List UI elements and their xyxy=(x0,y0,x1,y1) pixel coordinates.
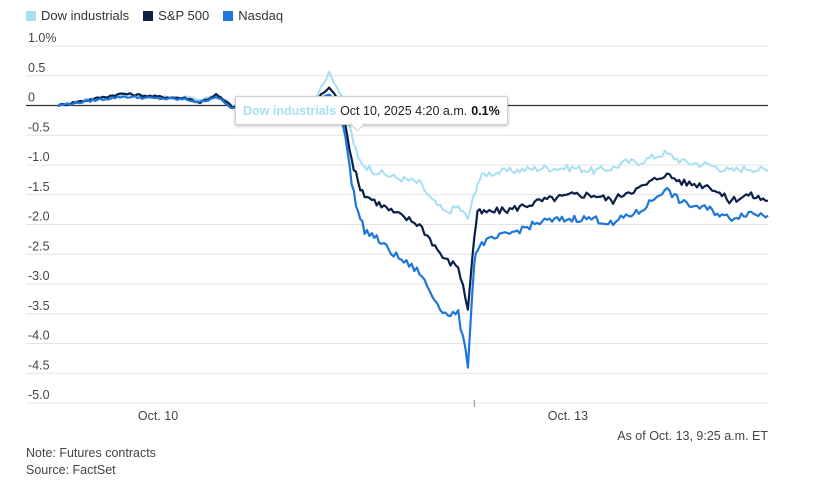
series-line-nasdaq[interactable] xyxy=(57,93,769,369)
legend-label-dow: Dow industrials xyxy=(41,8,130,23)
tooltip-value: 0.1% xyxy=(471,103,500,118)
as-of-timestamp: As of Oct. 13, 9:25 a.m. ET xyxy=(617,429,768,443)
y-tick-label: -2.5 xyxy=(28,239,50,253)
legend-swatch-dow xyxy=(26,10,36,21)
y-tick-label: 0 xyxy=(28,91,35,105)
y-tick-label: -1.5 xyxy=(28,180,50,194)
tooltip-time: Oct 10, 2025 4:20 a.m. xyxy=(340,103,468,118)
x-tick-label: Oct. 10 xyxy=(138,409,178,423)
legend-item-sp500[interactable]: S&P 500 xyxy=(143,8,209,23)
legend-swatch-nasdaq xyxy=(223,10,234,21)
legend-item-nasdaq[interactable]: Nasdaq xyxy=(223,8,283,23)
y-tick-label: -3.5 xyxy=(28,299,50,313)
y-tick-label: 0.5 xyxy=(28,61,45,75)
tooltip-series: Dow industrials xyxy=(243,103,337,118)
legend-item-dow[interactable]: Dow industrials xyxy=(26,8,129,23)
x-tick-label: Oct. 13 xyxy=(548,409,588,423)
y-tick-label: 1.0% xyxy=(28,31,57,45)
y-tick-label: -4.0 xyxy=(28,329,50,343)
y-tick-label: -2.0 xyxy=(28,210,50,224)
legend-label-sp500: S&P 500 xyxy=(158,8,210,23)
footnote: Note: Futures contracts xyxy=(26,446,156,460)
y-tick-label: -5.0 xyxy=(28,388,50,402)
source-credit: Source: FactSet xyxy=(26,463,116,477)
series-line-s-p-500[interactable] xyxy=(57,86,769,311)
hover-tooltip: Dow industrials Oct 10, 2025 4:20 a.m. 0… xyxy=(235,96,508,125)
gridlines xyxy=(26,45,768,404)
y-tick-label: -4.5 xyxy=(28,358,50,372)
legend-label-nasdaq: Nasdaq xyxy=(238,8,284,23)
y-tick-label: -1.0 xyxy=(28,150,50,164)
y-tick-label: -3.0 xyxy=(28,269,50,283)
legend-swatch-sp500 xyxy=(143,10,154,21)
series-line-dow-industrials[interactable] xyxy=(57,70,769,220)
y-axis-ticks: 1.0% 0.5 0 -0.5 -1.0 -1.5 -2.0 -2.5 -3.0 -3.5 -4.0… xyxy=(28,31,57,402)
x-axis-ticks: Oct. 10 Oct. 13 xyxy=(138,400,588,423)
legend: Dow industrials S&P 500 Nasdaq xyxy=(26,8,283,23)
y-tick-label: -0.5 xyxy=(28,120,50,134)
series-lines xyxy=(57,70,769,369)
